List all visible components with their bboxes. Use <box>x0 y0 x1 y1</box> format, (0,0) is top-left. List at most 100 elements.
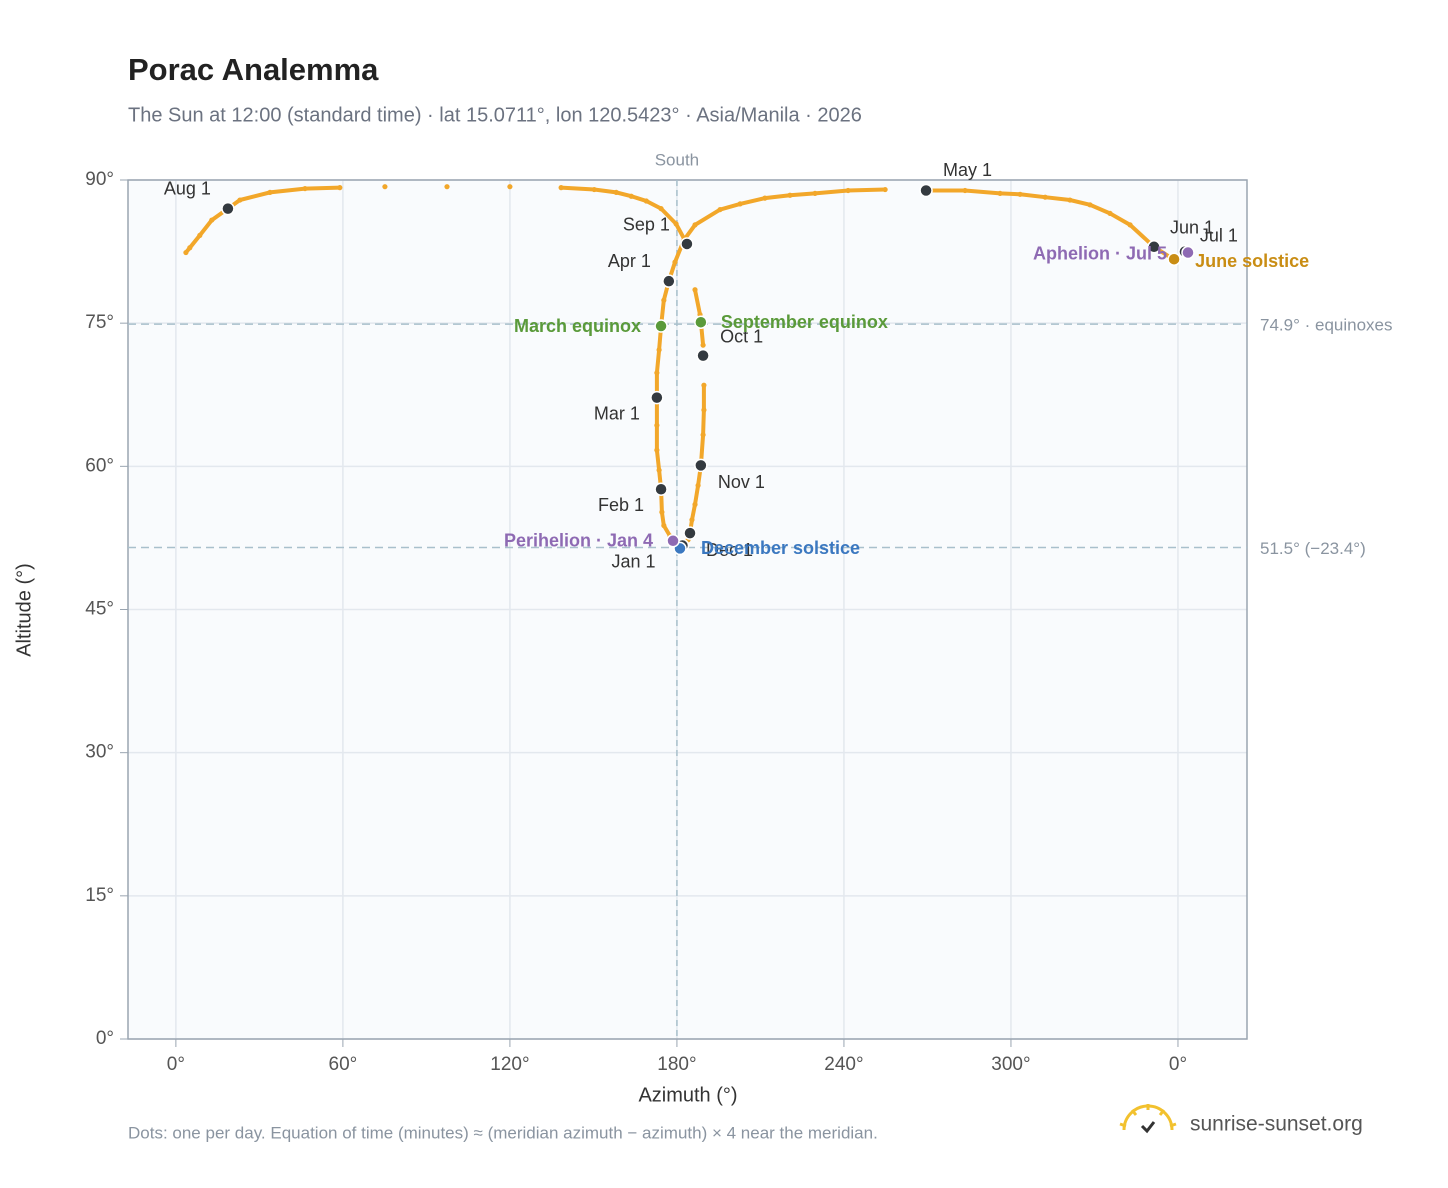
daily-dot <box>692 222 698 228</box>
daily-dot <box>701 407 707 413</box>
marker-label: Aug 1 <box>164 178 211 198</box>
daily-dot <box>302 185 308 192</box>
marker-label: Feb 1 <box>598 495 644 515</box>
marker-label: Jul 1 <box>1200 225 1238 245</box>
daily-dot <box>209 217 215 223</box>
x-tick-label: 0° <box>1169 1054 1187 1075</box>
daily-dot <box>237 197 243 203</box>
daily-dot <box>591 186 597 193</box>
marker <box>683 526 697 540</box>
daily-dot <box>737 201 743 207</box>
marker-label: Aphelion · Jul 5 <box>1033 243 1167 263</box>
daily-dot <box>337 185 343 191</box>
marker <box>654 482 668 496</box>
daily-dot <box>643 198 649 204</box>
reference-label: 51.5° (−23.4°) <box>1260 539 1366 558</box>
marker <box>694 315 708 329</box>
daily-dot <box>183 249 189 256</box>
daily-dot <box>628 193 634 199</box>
daily-dot <box>700 342 706 348</box>
daily-dot <box>661 297 667 303</box>
daily-dot <box>659 509 665 515</box>
marker <box>662 274 676 288</box>
daily-dot <box>717 206 723 213</box>
daily-dot <box>187 245 193 251</box>
daily-dot <box>507 184 513 190</box>
x-tick-label: 60° <box>329 1054 358 1075</box>
marker-label: Mar 1 <box>594 403 640 423</box>
y-tick-label: 75° <box>85 312 114 333</box>
daily-dot <box>658 206 664 212</box>
x-tick-label: 0° <box>167 1054 185 1075</box>
daily-dot <box>656 347 662 353</box>
marker <box>650 390 664 405</box>
daily-dot <box>1127 222 1133 228</box>
daily-dot <box>812 190 818 196</box>
daily-dot <box>267 189 273 196</box>
daily-dot <box>654 422 660 428</box>
daily-dot <box>1067 197 1073 203</box>
x-tick-label: 240° <box>824 1054 863 1075</box>
daily-dot <box>1042 194 1048 200</box>
marker-label: Apr 1 <box>608 251 651 271</box>
daily-dot <box>656 467 662 473</box>
footnote: Dots: one per day. Equation of time (min… <box>128 1123 878 1142</box>
daily-dot <box>654 447 660 453</box>
daily-dot <box>673 221 679 227</box>
marker-label: Oct 1 <box>720 326 763 346</box>
daily-dot <box>787 192 793 198</box>
reference-label: 74.9° · equinoxes <box>1260 316 1393 335</box>
marker-label: May 1 <box>943 160 992 180</box>
y-tick-label: 90° <box>85 169 114 190</box>
daily-dot <box>197 232 203 238</box>
x-tick-label: 120° <box>490 1054 529 1075</box>
y-tick-label: 30° <box>85 742 114 763</box>
marker-label: Nov 1 <box>718 472 765 492</box>
daily-dot <box>700 432 706 438</box>
y-tick-label: 60° <box>85 455 114 476</box>
daily-dot <box>997 190 1003 196</box>
marker-label: Sep 1 <box>623 215 670 235</box>
plot-border <box>127 179 1248 1040</box>
daily-dot <box>1087 202 1093 208</box>
daily-dot <box>695 482 701 489</box>
x-axis-label: Azimuth (°) <box>638 1084 737 1106</box>
marker-label: June solstice <box>1195 251 1309 271</box>
daily-dot <box>692 501 698 508</box>
y-axis-label: Altitude (°) <box>13 563 35 657</box>
reference-label: South <box>655 150 699 169</box>
chart-subtitle: The Sun at 12:00 (standard time) · lat 1… <box>128 104 862 126</box>
daily-dot <box>882 186 888 193</box>
marker <box>680 237 694 251</box>
marker-label: Jun 1 <box>1170 218 1214 238</box>
marker <box>221 201 235 216</box>
x-tick-label: 300° <box>991 1054 1030 1075</box>
daily-dot <box>654 370 660 376</box>
daily-dot <box>672 259 678 265</box>
marker <box>919 183 933 198</box>
daily-dot <box>613 189 619 196</box>
marker-label: March equinox <box>514 316 641 336</box>
daily-dot <box>382 184 388 190</box>
marker <box>694 458 708 473</box>
daily-dot <box>1107 210 1113 217</box>
marker <box>1147 240 1161 254</box>
y-tick-label: 0° <box>96 1028 114 1049</box>
daily-dot <box>689 517 695 523</box>
daily-dot <box>692 287 698 293</box>
marker <box>1167 252 1181 266</box>
daily-dot <box>661 522 667 529</box>
brand: sunrise-sunset.org <box>1190 1113 1363 1136</box>
daily-dot <box>962 187 968 194</box>
marker <box>696 348 710 363</box>
marker-label: September equinox <box>721 312 888 332</box>
daily-dot <box>1017 191 1023 197</box>
marker-label: Perihelion · Jan 4 <box>504 531 653 551</box>
daily-dot <box>845 187 851 194</box>
daily-dot <box>558 185 564 191</box>
marker-label: Dec 1 <box>706 540 753 560</box>
y-tick-label: 45° <box>85 599 114 620</box>
daily-dot <box>762 195 768 201</box>
daily-dot <box>444 184 450 190</box>
